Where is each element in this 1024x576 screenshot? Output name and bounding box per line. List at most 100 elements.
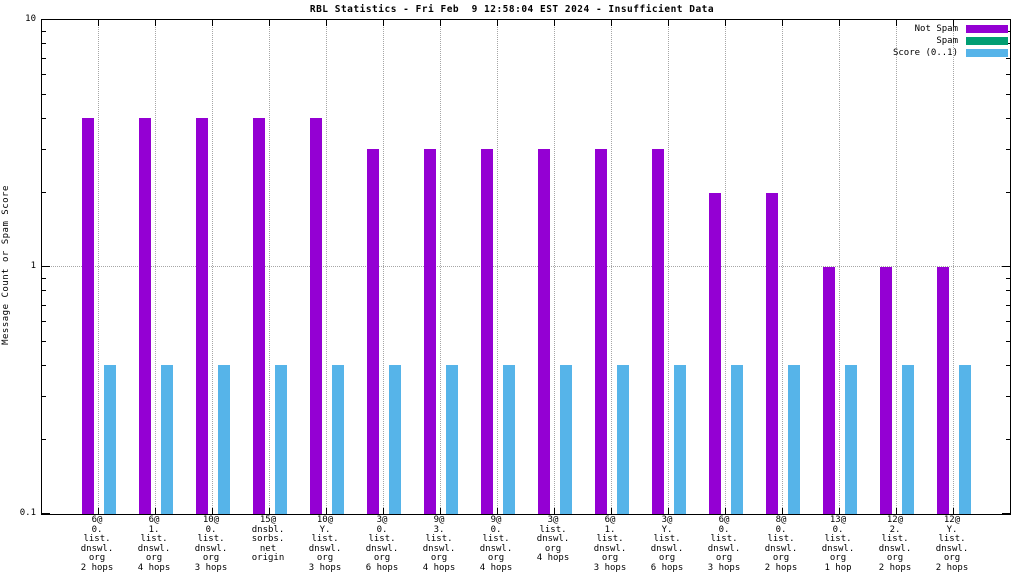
x-tick-label-line: 9@ xyxy=(490,515,502,525)
legend: Not Spam Spam Score (0..1) xyxy=(893,23,1008,59)
bar-not-spam xyxy=(766,192,778,514)
y-tick-label: 10 xyxy=(25,14,36,24)
x-gridline xyxy=(212,20,213,514)
x-tick-label-line: 4 hops xyxy=(137,562,171,573)
bar-not-spam xyxy=(595,149,607,514)
x-tick-label-line: dnswl. xyxy=(80,543,114,554)
x-gridline xyxy=(98,20,99,514)
x-tick-label-line: 12@ xyxy=(886,515,904,525)
x-tick-label-line: dnswl. xyxy=(764,543,798,554)
x-gridline xyxy=(668,20,669,514)
x-tick-label-line: list. xyxy=(881,534,909,544)
bar-not-spam xyxy=(652,149,664,514)
y-tick-label: 0.1 xyxy=(19,508,36,518)
plot-area xyxy=(41,19,1011,515)
x-tick-top xyxy=(953,20,954,26)
x-tick-label-line: 10@ xyxy=(316,515,334,525)
y-major-tick-right xyxy=(1002,513,1010,514)
bar-score xyxy=(788,365,800,514)
x-tick-label: 13@ 0. list. dnswl. org 1 hop xyxy=(809,515,867,573)
x-tick-bottom xyxy=(725,508,726,514)
x-tick-label-line: org xyxy=(487,553,505,563)
x-tick-top xyxy=(725,20,726,26)
x-tick-label-line: 3@ xyxy=(661,515,673,525)
x-tick-label-line: net xyxy=(259,543,277,554)
x-tick-top xyxy=(554,20,555,26)
x-tick-label: 12@ Y. list. dnswl. org 2 hops xyxy=(923,515,981,573)
x-tick-label-line: 0. xyxy=(205,524,217,535)
x-tick-top xyxy=(326,20,327,26)
x-tick-label-line: 6 hops xyxy=(365,562,399,573)
bar-score xyxy=(674,365,686,514)
x-tick-label-line: 1. xyxy=(148,524,160,535)
y-major-tick-left xyxy=(42,513,50,514)
y-minor-tick-right xyxy=(1006,192,1010,194)
x-tick-label-line: 12@ xyxy=(943,515,961,525)
x-tick-label-line: list. xyxy=(482,534,510,544)
x-tick-label: 10@ 0. list. dnswl. org 3 hops xyxy=(182,515,240,573)
x-tick-bottom xyxy=(953,508,954,514)
x-tick-label-line: org xyxy=(430,553,448,563)
x-tick-label-line: org xyxy=(373,553,391,563)
bar-not-spam xyxy=(82,118,94,514)
x-tick-label-line: list. xyxy=(539,524,567,535)
x-gridline xyxy=(611,20,612,514)
y-minor-tick-right xyxy=(1006,290,1010,292)
bar-not-spam xyxy=(196,118,208,514)
x-tick-label: 6@ 1. list. dnswl. org 4 hops xyxy=(125,515,183,573)
x-tick-label-line: list. xyxy=(311,534,339,544)
x-tick-label-line: list. xyxy=(767,534,795,544)
x-tick-label-line: sorbs. xyxy=(251,534,285,544)
y-minor-tick-right xyxy=(1006,148,1010,150)
x-tick-top xyxy=(896,20,897,26)
x-tick-label: 3@ list. dnswl. org 4 hops xyxy=(524,515,582,564)
y-minor-tick-right xyxy=(1006,439,1010,441)
x-tick-label-line: list. xyxy=(83,534,111,544)
x-tick-label-line: org xyxy=(316,553,334,563)
x-tick-label-line: 0. xyxy=(718,524,730,535)
y-minor-tick-right xyxy=(1006,364,1010,366)
bar-score xyxy=(389,365,401,514)
x-tick-label-line: 3 hops xyxy=(308,562,342,573)
x-tick-label-line: org xyxy=(715,553,733,563)
x-tick-label-line: dnswl. xyxy=(422,543,456,554)
y-minor-tick-left xyxy=(42,304,46,306)
x-tick-label-line: dnswl. xyxy=(137,543,171,554)
y-minor-tick-left xyxy=(42,74,46,76)
y-minor-tick-left xyxy=(42,148,46,150)
bar-score xyxy=(218,365,230,514)
x-tick-label-line: list. xyxy=(140,534,168,544)
x-tick-bottom xyxy=(668,508,669,514)
legend-swatch-score xyxy=(966,49,1008,57)
bar-not-spam xyxy=(139,118,151,514)
x-tick-label-line: 3. xyxy=(433,524,445,535)
x-tick-label-line: 0. xyxy=(775,524,787,535)
legend-entry-spam: Spam xyxy=(893,35,1008,47)
legend-entry-not-spam: Not Spam xyxy=(893,23,1008,35)
legend-entry-score: Score (0..1) xyxy=(893,47,1008,59)
x-tick-label: 9@ 0. list. dnswl. org 4 hops xyxy=(467,515,525,573)
x-tick-label-line: 0. xyxy=(832,524,844,535)
x-tick-top xyxy=(497,20,498,26)
x-tick-top xyxy=(269,20,270,26)
x-tick-label-line: dnsbl. xyxy=(251,524,285,535)
y-minor-tick-left xyxy=(42,364,46,366)
y-minor-tick-left xyxy=(42,321,46,323)
x-tick-label: 6@ 0. list. dnswl. org 2 hops xyxy=(68,515,126,573)
x-tick-label-line: 4 hops xyxy=(479,562,513,573)
x-gridline xyxy=(497,20,498,514)
x-tick-label: 9@ 3. list. dnswl. org 4 hops xyxy=(410,515,468,573)
x-tick-label-line: dnswl. xyxy=(593,543,627,554)
bar-score xyxy=(161,365,173,514)
bar-not-spam xyxy=(481,149,493,514)
x-tick-label-line: 3@ xyxy=(376,515,388,525)
y-minor-tick-left xyxy=(42,43,46,45)
x-tick-label: 3@ Y. list. dnswl. org 6 hops xyxy=(638,515,696,573)
x-gridline xyxy=(953,20,954,514)
x-tick-label-line: 3@ xyxy=(547,515,559,525)
bar-score xyxy=(104,365,116,514)
x-tick-label-line: dnswl. xyxy=(194,543,228,554)
x-tick-top xyxy=(155,20,156,26)
x-tick-label-line: list. xyxy=(425,534,453,544)
x-tick-label-line: 15@ xyxy=(259,515,277,525)
